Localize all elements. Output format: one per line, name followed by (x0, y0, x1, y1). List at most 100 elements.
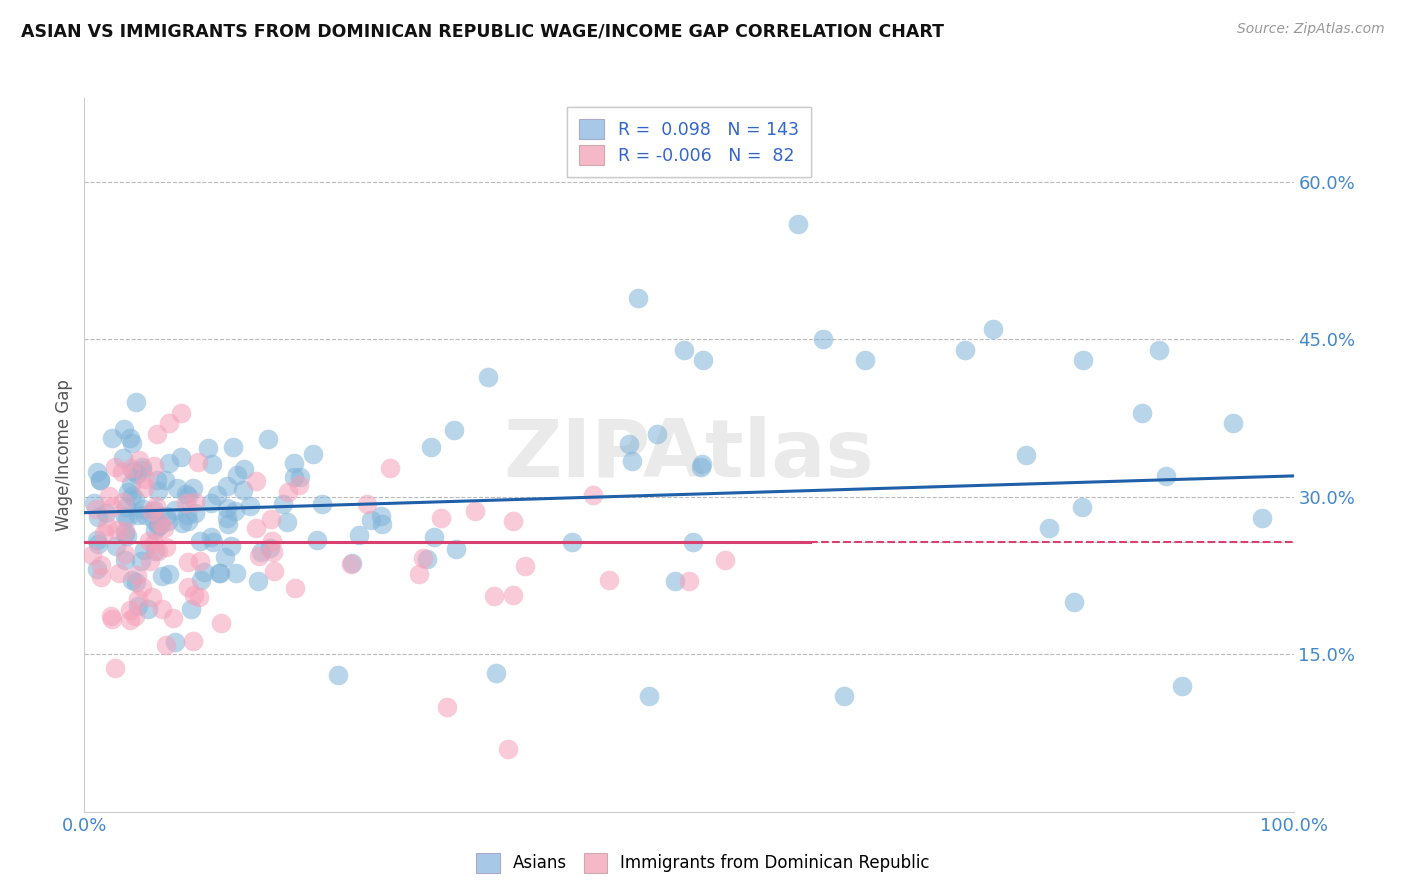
Point (981, 322, 1004, 336)
Point (90, 570, 112, 584)
Point (174, 487, 197, 501)
Point (90, 558, 112, 573)
Point (443, 423, 465, 437)
Point (82, 548, 104, 562)
Point (678, 574, 700, 588)
Point (215, 500, 238, 515)
Point (136, 602, 159, 616)
Point (302, 447, 325, 461)
Point (149, 517, 172, 532)
Point (284, 581, 307, 595)
Text: ASIAN VS IMMIGRANTS FROM DOMINICAN REPUBLIC WAGE/INCOME GAP CORRELATION CHART: ASIAN VS IMMIGRANTS FROM DOMINICAN REPUB… (21, 22, 943, 40)
Point (215, 511, 238, 525)
Point (832, 690, 855, 704)
Point (120, 477, 142, 491)
Point (114, 547, 136, 561)
Point (188, 534, 211, 549)
Point (187, 590, 209, 604)
Point (141, 504, 163, 518)
Point (101, 612, 124, 626)
Point (149, 516, 172, 531)
Point (477, 370, 499, 384)
Point (86, 465, 108, 479)
Text: ZIPAtlas: ZIPAtlas (503, 416, 875, 494)
Point (127, 467, 149, 481)
Point (146, 483, 169, 498)
Point (271, 497, 294, 511)
Point (104, 660, 127, 674)
Point (326, 667, 349, 681)
Point (581, 488, 603, 502)
Point (86, 533, 108, 547)
Point (205, 488, 228, 502)
Point (143, 536, 166, 550)
Point (127, 508, 149, 522)
Point (1250, 511, 1272, 525)
Point (360, 513, 382, 527)
Point (153, 520, 176, 534)
Legend: Asians, Immigrants from Dominican Republic: Asians, Immigrants from Dominican Republ… (470, 847, 936, 880)
Point (150, 602, 173, 616)
Point (98, 489, 121, 503)
Point (464, 503, 486, 517)
Point (104, 539, 127, 553)
Point (181, 634, 204, 648)
Point (200, 530, 222, 544)
Point (96, 507, 118, 521)
Point (115, 511, 138, 525)
Point (219, 539, 242, 553)
Legend: R =  0.098   N = 143, R = -0.006   N =  82: R = 0.098 N = 143, R = -0.006 N = 82 (567, 107, 811, 178)
Point (127, 599, 149, 613)
Point (177, 555, 200, 569)
Point (146, 544, 169, 558)
Point (416, 552, 439, 566)
Point (408, 566, 430, 581)
Point (172, 516, 194, 530)
Point (143, 543, 166, 558)
Point (256, 433, 278, 447)
Point (162, 611, 184, 625)
Point (1071, 500, 1094, 515)
Point (155, 508, 177, 523)
Point (176, 508, 198, 523)
Point (690, 459, 713, 474)
Point (121, 489, 143, 503)
Point (114, 500, 136, 514)
Point (115, 529, 138, 543)
Point (502, 514, 524, 528)
Point (262, 544, 284, 558)
Point (202, 535, 225, 549)
Point (141, 591, 163, 605)
Point (120, 460, 142, 475)
Point (378, 460, 401, 475)
Point (131, 463, 153, 477)
Point (263, 564, 285, 578)
Point (201, 457, 224, 471)
Point (209, 615, 232, 630)
Point (143, 459, 166, 474)
Point (157, 514, 180, 528)
Point (124, 492, 146, 507)
Point (184, 506, 207, 520)
Point (153, 473, 176, 487)
Point (146, 518, 169, 533)
Point (955, 343, 977, 357)
Point (239, 499, 262, 513)
Point (177, 489, 200, 503)
Point (502, 588, 524, 602)
Point (225, 566, 247, 581)
Point (436, 699, 458, 714)
Point (157, 566, 180, 581)
Point (93, 525, 115, 540)
Point (207, 566, 229, 580)
Point (217, 516, 239, 531)
Point (250, 545, 273, 559)
Point (811, 333, 834, 347)
Point (356, 497, 378, 511)
Point (177, 580, 200, 594)
Point (89, 473, 111, 487)
Point (1063, 595, 1085, 609)
Point (340, 556, 363, 570)
Point (370, 509, 392, 524)
Point (598, 573, 620, 587)
